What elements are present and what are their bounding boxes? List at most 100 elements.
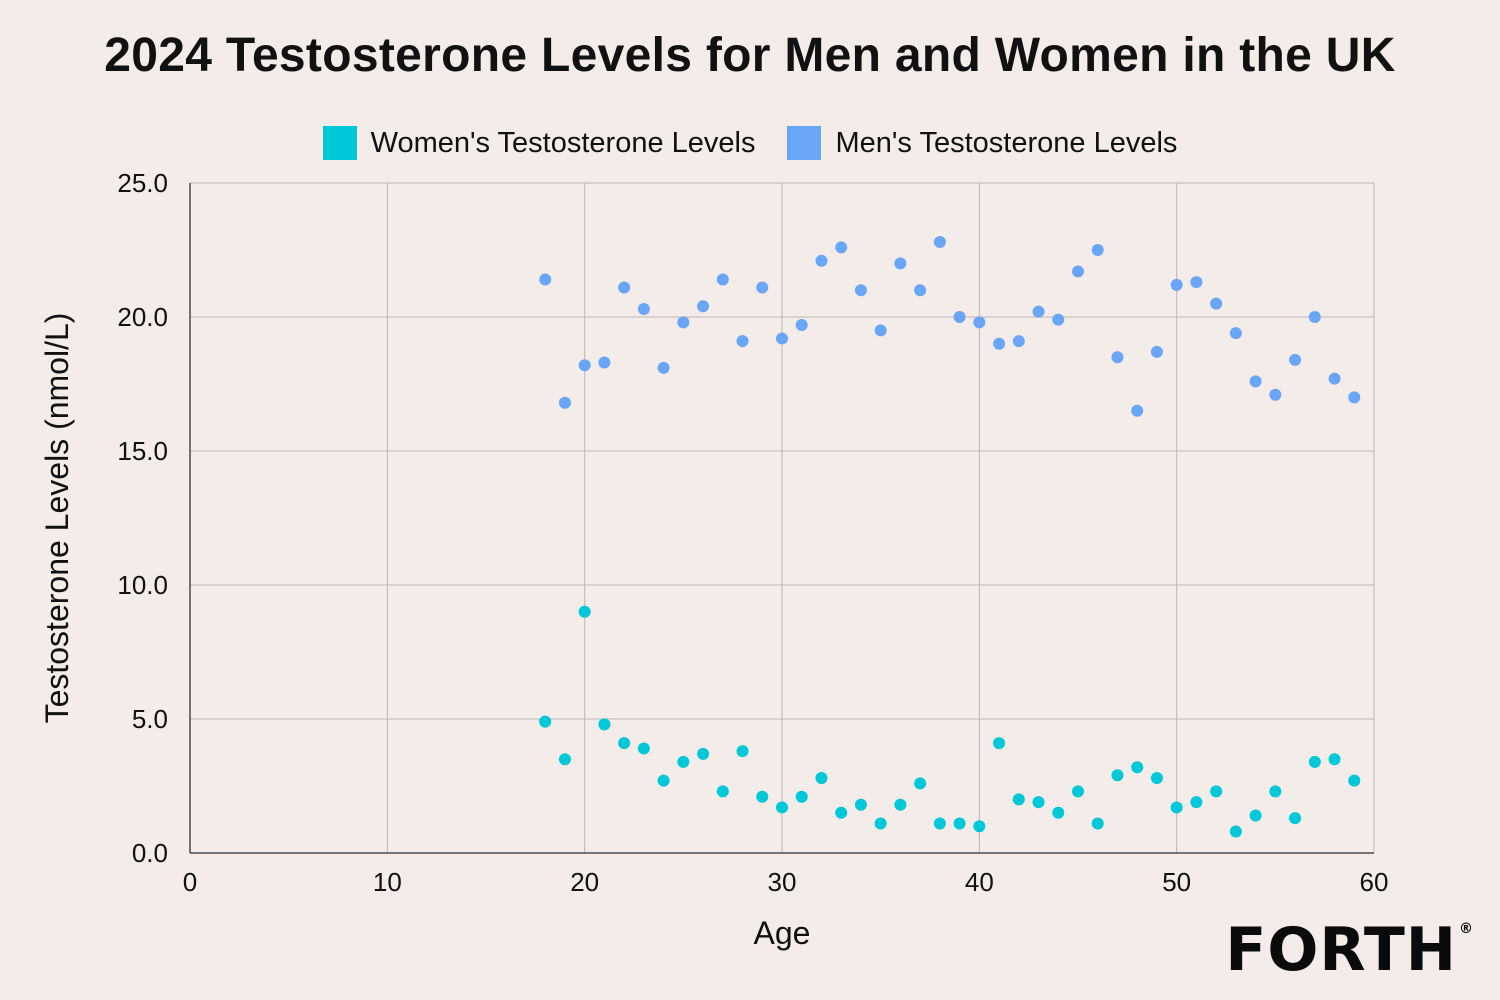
x-tick-label: 0 [183,867,197,897]
legend-swatch-women [322,126,357,160]
men-data-point [1111,351,1124,364]
women-data-point [776,801,788,814]
legend-item-women[interactable]: Women's Testosterone Levels [322,126,756,160]
axes [189,183,1374,854]
x-tick-label: 10 [373,867,402,897]
men-data-point [1012,335,1025,348]
x-axis-title: Age [754,915,811,951]
women-data-point [1229,825,1242,838]
women-data-point [1032,796,1045,809]
women-data-point [736,745,749,758]
y-axis-title: Testosterone Levels (nmol/L) [39,313,75,724]
men-data-point [1269,388,1282,401]
forth-logo: FORTH ® [1225,920,1474,980]
men-data-point [973,316,986,329]
women-data-point [993,737,1006,750]
women-data-point [1289,812,1302,825]
women-data-point [716,785,729,798]
men-data-point [1150,345,1163,358]
women-data-point [795,790,808,803]
women-data-point [1012,793,1025,806]
men-data-point [1249,375,1262,388]
chart-legend: Women's Testosterone Levels Men's Testos… [0,126,1500,160]
x-tick-label: 60 [1360,867,1389,897]
women-data-point [815,771,828,784]
men-data-point [539,273,552,286]
men-data-point [1348,391,1361,404]
women-data-point [539,715,552,728]
men-data-point [914,284,927,297]
men-data-point [1170,278,1183,291]
men-data-point [1052,313,1065,326]
logo-text: FORTH [1225,915,1457,985]
women-data-point [914,777,927,790]
men-data-point [1091,244,1104,256]
men-data-point [618,281,631,294]
women-data-point [854,798,867,811]
men-data-point [1328,372,1341,385]
men-data-point [697,300,710,313]
men-data-point [795,319,808,332]
y-tick-label: 5.0 [132,704,168,734]
women-data-point [1269,785,1282,798]
women-data-point [1308,755,1321,768]
men-data-point [1190,276,1203,289]
women-data-point [1150,771,1163,784]
x-tick-label: 50 [1162,867,1191,897]
men-data-point [598,356,611,369]
women-data-point [618,737,631,750]
women-data-point [1170,801,1183,814]
women-data-point [1249,809,1262,822]
women-data-point [1052,806,1065,819]
women-data-point [697,747,710,760]
women-data-point [578,605,591,618]
legend-swatch-men [787,126,822,160]
women-data-point [637,742,650,755]
men-data-point [1032,305,1045,318]
men-data-point [558,396,571,409]
women-data-point [953,817,966,830]
women-data-point [894,798,907,811]
women-data-point [598,718,611,731]
men-data-point [874,324,887,337]
legend-item-men[interactable]: Men's Testosterone Levels [787,126,1177,160]
men-data-point [637,302,650,315]
chart-title: 2024 Testosterone Levels for Men and Wom… [104,29,1396,82]
men-data-point [677,316,690,329]
women-data-point [1111,769,1124,782]
women-data-point [933,817,946,830]
y-tick-label: 10.0 [117,570,168,600]
women-data-point [1091,817,1104,830]
men-data-point [1131,404,1144,417]
men-data-point [815,254,828,267]
y-tick-label: 15.0 [117,436,168,466]
men-data-point [1308,311,1321,323]
women-data-point [1190,796,1203,809]
men-data-point [1289,353,1302,366]
men-data-point [835,241,848,254]
men-data-point [657,361,670,374]
data-points [539,235,1361,838]
men-data-point [736,335,749,348]
men-data-point [953,311,966,323]
men-data-point [1072,265,1084,278]
women-data-point [1072,785,1084,798]
women-data-point [677,755,690,768]
women-data-point [657,774,670,787]
legend-label-women: Women's Testosterone Levels [370,126,756,159]
y-tick-label: 20.0 [117,302,168,332]
men-data-point [776,332,788,345]
women-data-point [1348,774,1361,787]
men-data-point [894,257,907,270]
women-data-point [1131,761,1144,774]
men-data-point [716,273,729,286]
y-tick-label: 0.0 [132,838,168,868]
x-tick-label: 20 [570,867,599,897]
registered-mark: ® [1459,921,1474,937]
women-data-point [558,753,571,766]
women-data-point [835,806,848,819]
x-tick-label: 40 [965,867,994,897]
women-data-point [874,817,887,830]
men-data-point [1210,297,1223,310]
